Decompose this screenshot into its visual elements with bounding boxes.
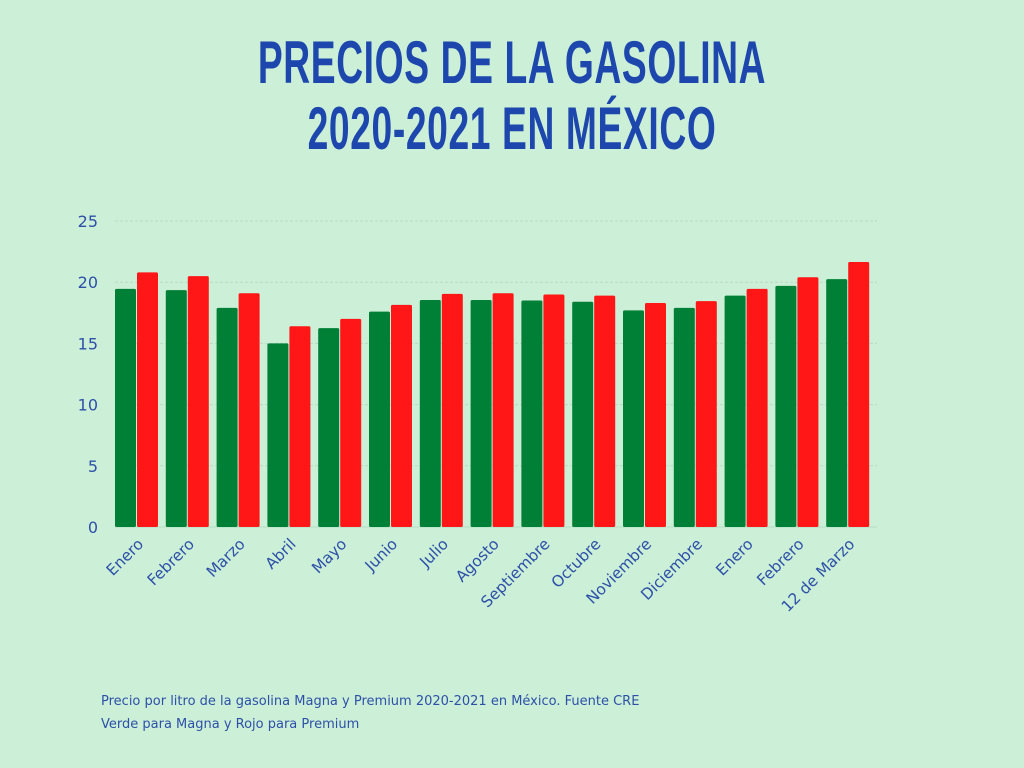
bar-magna-14 <box>826 279 848 527</box>
bar-magna-7 <box>470 299 492 527</box>
bar-premium-12 <box>746 288 768 527</box>
y-tick-label: 15 <box>78 334 98 353</box>
x-tick-label: Enero <box>103 535 147 579</box>
bar-premium-0 <box>137 272 158 527</box>
bar-premium-10 <box>645 303 666 527</box>
x-tick-label: Enero <box>713 535 757 579</box>
bar-premium-8 <box>543 294 565 527</box>
y-tick-label: 10 <box>78 396 98 415</box>
bar-magna-12 <box>724 295 746 527</box>
title-line-2: 2020-2021 EN MÉXICO <box>307 95 717 162</box>
caption-legend: Verde para Magna y Rojo para Premium <box>101 717 360 732</box>
bar-magna-2 <box>216 307 238 527</box>
bar-magna-8 <box>521 300 543 527</box>
bar-premium-1 <box>187 276 209 527</box>
y-tick-label: 5 <box>88 457 98 476</box>
chart-title: PRECIOS DE LA GASOLINA 2020-2021 EN MÉXI… <box>195 30 830 162</box>
bar-magna-11 <box>673 307 695 527</box>
title-line-1: PRECIOS DE LA GASOLINA <box>257 29 767 96</box>
caption-source: Precio por litro de la gasolina Magna y … <box>101 694 640 709</box>
bar-premium-14 <box>848 262 870 527</box>
bar-premium-3 <box>289 326 311 527</box>
y-axis-ticks: 0 5 10 15 20 25 <box>78 212 98 537</box>
x-tick-label: Febrero <box>144 535 198 589</box>
bar-magna-1 <box>165 290 187 527</box>
bar-magna-3 <box>267 343 289 527</box>
bar-premium-11 <box>695 301 717 527</box>
y-tick-label: 0 <box>88 518 98 537</box>
x-tick-label: Marzo <box>203 535 249 581</box>
bar-magna-9 <box>572 301 594 527</box>
y-tick-label: 25 <box>78 212 98 231</box>
x-tick-label: Mayo <box>308 535 350 577</box>
bar-premium-4 <box>340 318 362 527</box>
bar-premium-13 <box>797 277 819 527</box>
bar-magna-0 <box>115 288 136 527</box>
bar-premium-2 <box>238 293 260 527</box>
bar-premium-5 <box>391 304 412 527</box>
bars <box>115 262 870 527</box>
bar-premium-6 <box>441 293 463 527</box>
x-tick-label: Agosto <box>452 535 503 586</box>
bar-magna-6 <box>419 299 441 527</box>
bar-magna-4 <box>318 328 340 527</box>
chart-caption: Precio por litro de la gasolina Magna y … <box>101 690 639 736</box>
bar-premium-7 <box>492 293 514 527</box>
x-tick-label: Julio <box>416 535 452 571</box>
x-tick-label: Junio <box>361 535 401 575</box>
bar-premium-9 <box>594 295 616 527</box>
bar-magna-13 <box>775 285 797 527</box>
y-tick-label: 20 <box>78 273 98 292</box>
bar-magna-5 <box>369 311 390 527</box>
bar-magna-10 <box>623 310 644 527</box>
x-tick-label: Abril <box>262 535 300 573</box>
